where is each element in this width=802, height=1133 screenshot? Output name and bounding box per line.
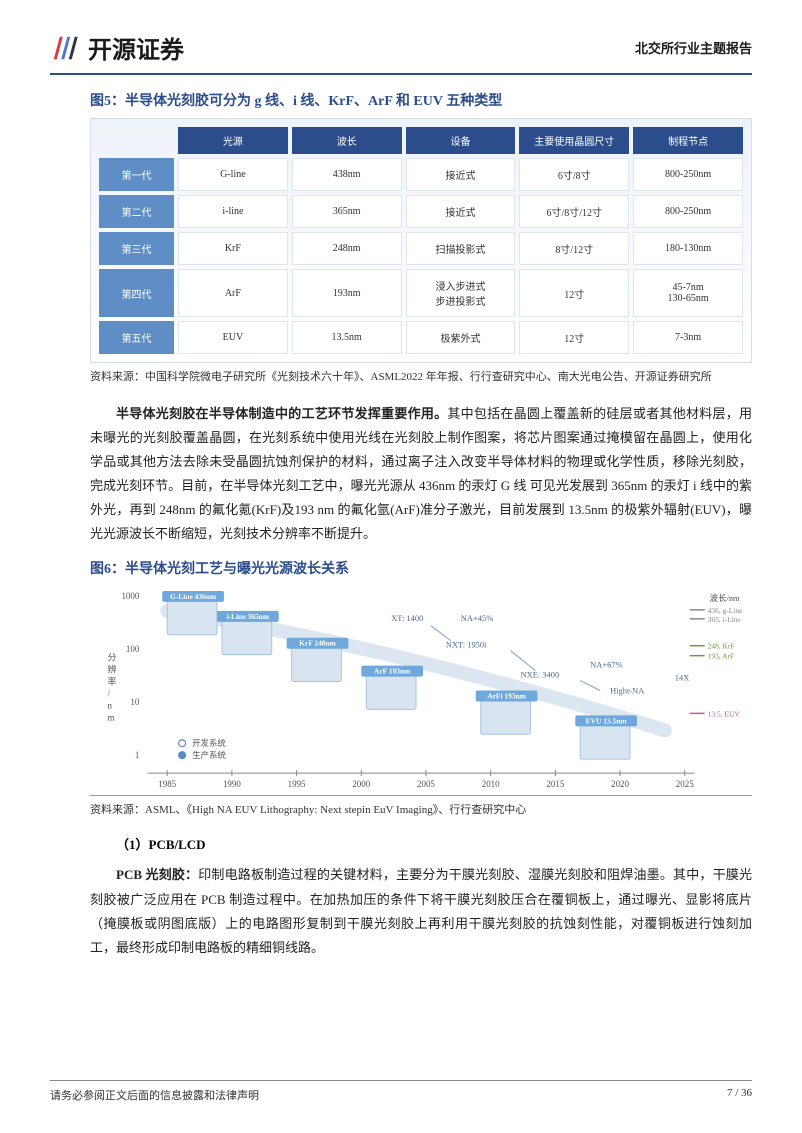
table-cell: 13.5nm xyxy=(292,321,402,354)
svg-text:G-Line 436nm: G-Line 436nm xyxy=(170,592,217,601)
svg-text:100: 100 xyxy=(126,644,140,654)
svg-text:2025: 2025 xyxy=(676,779,694,789)
svg-text:生产系统: 生产系统 xyxy=(192,750,226,760)
svg-text:NA+45%: NA+45% xyxy=(461,613,493,623)
table-cell: 极紫外式 xyxy=(406,321,516,354)
figure6-chart: 1000 100 10 1 分辨率 / nm 1985 1990 1995 2000 2005 2010… xyxy=(90,586,752,796)
table-cell: G-line xyxy=(178,158,288,191)
paragraph1-body: 其中包括在晶圆上覆盖新的硅层或者其他材料层，用未曝光的光刻胶覆盖晶圆，在光刻系统… xyxy=(90,406,752,541)
svg-text:辨: 辨 xyxy=(108,663,117,674)
svg-text:开发系统: 开发系统 xyxy=(192,738,226,748)
paragraph1-lead: 半导体光刻胶在半导体制造中的工艺环节发挥重要作用。 xyxy=(116,406,447,421)
table-cell: 800-250nm xyxy=(633,158,743,191)
svg-text:m: m xyxy=(108,712,115,722)
svg-text:EVU 13.5nm: EVU 13.5nm xyxy=(586,716,628,725)
figure5-table: 光源波长设备主要使用晶圆尺寸制程节点第一代G-line438nm接近式6寸/8寸… xyxy=(90,118,752,363)
paragraph2-lead: PCB 光刻胶： xyxy=(116,867,198,882)
svg-text:2000: 2000 xyxy=(352,779,370,789)
svg-text:KrF 248nm: KrF 248nm xyxy=(299,639,337,648)
svg-text:ArFi 193nm: ArFi 193nm xyxy=(487,691,527,700)
table-row-label: 第五代 xyxy=(99,321,174,354)
svg-text:13.5, EUV: 13.5, EUV xyxy=(708,709,741,718)
table-cell: 浸入步进式 步进投影式 xyxy=(406,269,516,317)
table-cell: ArF xyxy=(178,269,288,317)
table-header: 制程节点 xyxy=(633,127,743,154)
table-row-label: 第二代 xyxy=(99,195,174,228)
svg-text:10: 10 xyxy=(130,697,139,707)
table-cell: 7-3nm xyxy=(633,321,743,354)
table-cell: 438nm xyxy=(292,158,402,191)
svg-text:分: 分 xyxy=(108,653,117,663)
svg-text:1000: 1000 xyxy=(121,591,139,601)
figure5-title: 图5：半导体光刻胶可分为 g 线、i 线、KrF、ArF 和 EUV 五种类型 xyxy=(90,90,752,110)
svg-text:Hight-NA: Hight-NA xyxy=(610,685,645,695)
svg-text:248, KrF: 248, KrF xyxy=(708,642,735,651)
table-cell: 6寸/8寸 xyxy=(519,158,629,191)
svg-text:NXE: 3400: NXE: 3400 xyxy=(521,669,560,679)
table-header: 设备 xyxy=(406,127,516,154)
svg-text:1: 1 xyxy=(135,750,139,760)
table-row-label: 第四代 xyxy=(99,269,174,317)
svg-text:1995: 1995 xyxy=(288,779,306,789)
svg-text:1990: 1990 xyxy=(223,779,241,789)
table-cell: 12寸 xyxy=(519,269,629,317)
table-cell: 365nm xyxy=(292,195,402,228)
company-logo: 开源证券 xyxy=(50,30,184,65)
table-header: 光源 xyxy=(178,127,288,154)
table-cell: i-line xyxy=(178,195,288,228)
section-title: （1）PCB/LCD xyxy=(90,834,752,853)
table-cell: 扫描投影式 xyxy=(406,232,516,265)
table-cell: KrF xyxy=(178,232,288,265)
svg-text:波长/nm: 波长/nm xyxy=(710,593,740,603)
svg-text:436, g-Line: 436, g-Line xyxy=(708,606,743,615)
company-name: 开源证券 xyxy=(88,30,184,65)
table-cell: 12寸 xyxy=(519,321,629,354)
svg-text:14X: 14X xyxy=(675,672,690,682)
footer-page-number: 7 / 36 xyxy=(727,1087,752,1103)
table-cell: 8寸/12寸 xyxy=(519,232,629,265)
svg-text:i-Line 365nm: i-Line 365nm xyxy=(227,612,270,621)
svg-text:ArF 193nm: ArF 193nm xyxy=(374,666,411,675)
table-cell: 6寸/8寸/12寸 xyxy=(519,195,629,228)
table-cell: EUV xyxy=(178,321,288,354)
table-cell: 248nm xyxy=(292,232,402,265)
page-header: 开源证券 北交所行业主题报告 xyxy=(50,30,752,75)
svg-text:1985: 1985 xyxy=(158,779,176,789)
svg-text:2015: 2015 xyxy=(546,779,564,789)
table-cell: 接近式 xyxy=(406,195,516,228)
svg-text:/: / xyxy=(108,688,111,698)
page-footer: 请务必参阅正文后面的信息披露和法律声明 7 / 36 xyxy=(50,1080,752,1103)
table-header: 主要使用晶圆尺寸 xyxy=(519,127,629,154)
figure6-source: 资料来源：ASML、《High NA EUV Lithography: Next… xyxy=(90,802,752,820)
paragraph2: PCB 光刻胶：印制电路板制造过程的关键材料，主要分为干膜光刻胶、湿膜光刻胶和阻… xyxy=(90,863,752,959)
report-type: 北交所行业主题报告 xyxy=(635,38,752,57)
svg-text:2020: 2020 xyxy=(611,779,629,789)
table-cell: 接近式 xyxy=(406,158,516,191)
footer-disclaimer: 请务必参阅正文后面的信息披露和法律声明 xyxy=(50,1087,259,1103)
table-row-label: 第一代 xyxy=(99,158,174,191)
paragraph1: 半导体光刻胶在半导体制造中的工艺环节发挥重要作用。其中包括在晶圆上覆盖新的硅层或… xyxy=(90,402,752,546)
table-row-label: 第三代 xyxy=(99,232,174,265)
table-cell: 193nm xyxy=(292,269,402,317)
figure6-title: 图6：半导体光刻工艺与曝光光源波长关系 xyxy=(90,558,752,578)
table-cell: 45-7nm 130-65nm xyxy=(633,269,743,317)
svg-text:2010: 2010 xyxy=(482,779,500,789)
svg-text:XT: 1400: XT: 1400 xyxy=(391,613,423,623)
svg-text:2005: 2005 xyxy=(417,779,435,789)
table-header: 波长 xyxy=(292,127,402,154)
table-cell: 800-250nm xyxy=(633,195,743,228)
svg-text:率: 率 xyxy=(108,675,117,686)
svg-text:365, i-Line: 365, i-Line xyxy=(708,615,742,624)
logo-icon xyxy=(50,33,80,63)
svg-text:NXT: 1950i: NXT: 1950i xyxy=(446,640,487,650)
svg-text:193, ArF: 193, ArF xyxy=(708,652,735,661)
table-cell: 180-130nm xyxy=(633,232,743,265)
svg-text:NA+67%: NA+67% xyxy=(590,659,622,669)
svg-text:n: n xyxy=(108,700,113,710)
figure5-source: 资料来源：中国科学院微电子研究所《光刻技术六十年》、ASML2022 年年报、行… xyxy=(90,369,752,387)
